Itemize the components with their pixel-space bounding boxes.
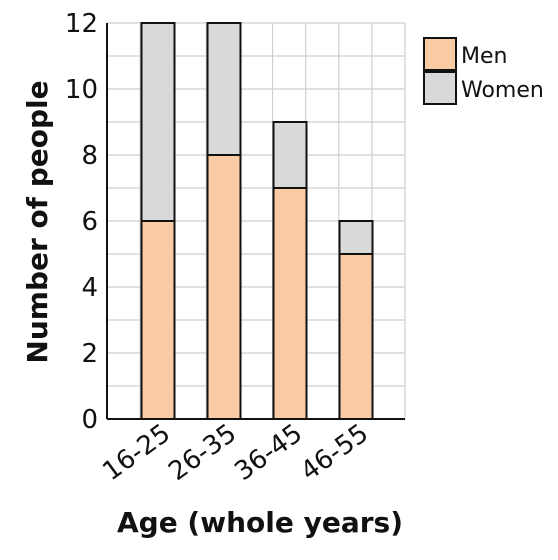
bar-women-26-35 — [206, 22, 242, 156]
bar-women-16-25 — [140, 22, 176, 222]
x-tick-label: 36-45 — [229, 418, 308, 487]
x-axis-title: Age (whole years) — [117, 506, 403, 539]
y-tick-labels: 0 2 4 6 8 10 12 — [65, 9, 98, 435]
x-tick-label: 46-55 — [295, 418, 374, 487]
legend: Men Women — [423, 37, 544, 105]
bar-men-36-45 — [272, 187, 308, 420]
y-tick-label: 2 — [81, 339, 98, 369]
y-tick-label: 4 — [81, 273, 98, 303]
bar-men-16-25 — [140, 220, 176, 420]
legend-swatch-women — [423, 71, 457, 105]
legend-swatch-men — [423, 37, 457, 71]
x-tick-label: 16-25 — [97, 418, 176, 487]
bar-men-46-55 — [338, 253, 374, 420]
legend-label-men: Men — [461, 44, 507, 69]
axes — [106, 23, 405, 420]
x-tick-label: 26-35 — [163, 418, 242, 487]
y-tick-label: 8 — [81, 141, 98, 171]
y-tick-label: 6 — [81, 207, 98, 237]
legend-label-women: Women — [461, 78, 544, 103]
bars — [140, 22, 374, 420]
bar-women-36-45 — [272, 121, 308, 189]
bar-women-46-55 — [338, 220, 374, 255]
y-axis-title: Number of people — [21, 80, 54, 363]
y-tick-label: 12 — [65, 9, 98, 39]
bar-men-26-35 — [206, 154, 242, 420]
y-tick-label: 10 — [65, 75, 98, 105]
y-tick-label: 0 — [81, 405, 98, 435]
